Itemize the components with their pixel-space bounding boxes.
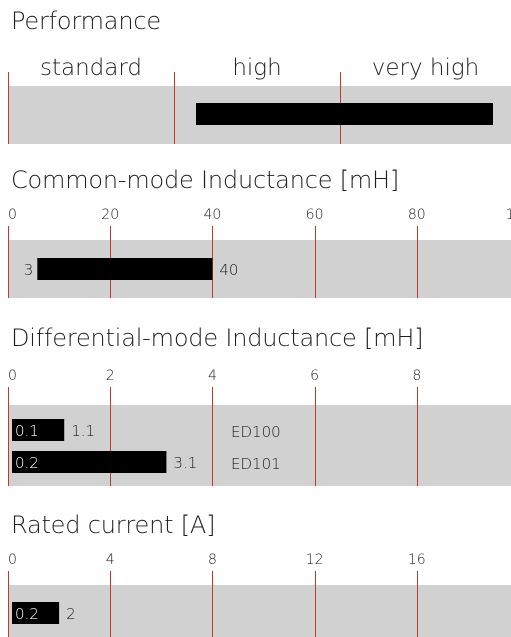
rated-current-tick-label: 12 bbox=[306, 552, 324, 568]
performance-bar bbox=[196, 103, 493, 125]
rated-current-max-label: 2 bbox=[66, 605, 76, 623]
common-mode-tick-label: 0 bbox=[8, 207, 17, 223]
common-mode-tick-label: 60 bbox=[306, 207, 324, 223]
differential-mode-tick-label: 0 bbox=[8, 368, 17, 384]
chart-title-rated-current: Rated current [A] bbox=[11, 511, 216, 539]
rated-current-tick-label: 16 bbox=[408, 552, 426, 568]
rated-current-tick-label: 0 bbox=[8, 552, 17, 568]
common-mode-tick-label: 20 bbox=[101, 207, 119, 223]
common-mode-bar bbox=[37, 258, 213, 280]
differential-mode-max-label: 1.1 bbox=[71, 422, 95, 440]
rated-current-tick-label: 8 bbox=[208, 552, 217, 568]
differential-mode-band bbox=[8, 405, 511, 486]
differential-mode-series-label: ED100 bbox=[231, 423, 281, 441]
common-mode-min-label: 3 bbox=[24, 261, 34, 279]
category-label-standard: standard bbox=[40, 55, 142, 81]
common-mode-tick-label: 80 bbox=[408, 207, 426, 223]
differential-mode-series-label: ED101 bbox=[231, 455, 281, 473]
differential-mode-bar bbox=[12, 451, 167, 473]
differential-mode-max-label: 3.1 bbox=[173, 454, 197, 472]
rated-current-tick-label: 4 bbox=[106, 552, 115, 568]
rated-current-bar bbox=[12, 602, 60, 624]
category-label-high: high bbox=[232, 55, 281, 81]
rated-current-min-label: 0.2 bbox=[15, 605, 39, 623]
common-mode-tick-label: 40 bbox=[203, 207, 221, 223]
common-mode-max-label: 40 bbox=[219, 261, 238, 279]
category-label-very-high: very high bbox=[372, 55, 480, 81]
rated-current-band bbox=[8, 585, 511, 637]
differential-mode-tick-label: 4 bbox=[208, 368, 217, 384]
differential-mode-min-label: 0.2 bbox=[15, 454, 39, 472]
differential-mode-tick-label: 2 bbox=[106, 368, 115, 384]
chart-title-common-mode: Common-mode Inductance [mH] bbox=[11, 166, 400, 194]
differential-mode-tick-label: 8 bbox=[412, 368, 421, 384]
differential-mode-tick-label: 6 bbox=[310, 368, 319, 384]
differential-mode-min-label: 0.1 bbox=[15, 422, 39, 440]
chart-title-performance: Performance bbox=[11, 7, 161, 35]
chart-title-differential-mode: Differential-mode Inductance [mH] bbox=[11, 324, 424, 352]
differential-mode-bar bbox=[12, 419, 65, 441]
common-mode-tick-label: 100 bbox=[506, 207, 511, 223]
